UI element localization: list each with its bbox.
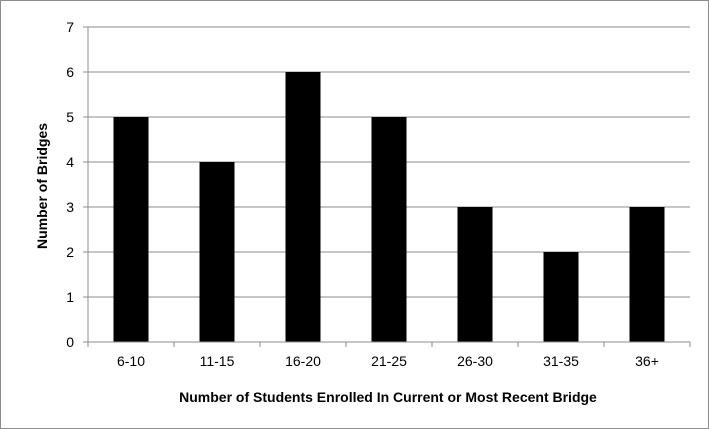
x-axis-title: Number of Students Enrolled In Current o… [179, 389, 597, 405]
y-tick-label: 5 [66, 109, 74, 125]
y-tick-label: 4 [66, 154, 74, 170]
x-tick-label: 36+ [635, 353, 659, 369]
y-tick-labels: 0 1 2 3 4 5 6 7 [66, 19, 74, 350]
bar-21-25 [371, 117, 407, 342]
bar-31-35 [543, 252, 579, 342]
x-tick-label: 16-20 [285, 353, 321, 369]
bar-26-30 [457, 207, 493, 342]
x-tick-label: 26-30 [457, 353, 493, 369]
y-tick-label: 0 [66, 334, 74, 350]
x-tick-label: 11-15 [200, 353, 235, 369]
y-tick-label: 7 [66, 19, 74, 35]
bar-6-10 [113, 117, 149, 342]
x-tick-labels: 6-10 11-15 16-20 21-25 26-30 31-35 36+ [117, 353, 659, 369]
y-tick-label: 6 [66, 64, 74, 80]
y-tick-label: 2 [66, 244, 74, 260]
axes [83, 26, 691, 347]
bar-16-20 [285, 72, 321, 342]
x-tick-label: 31-35 [543, 353, 579, 369]
y-tick-label: 3 [66, 199, 74, 215]
y-tick-label: 1 [66, 289, 74, 305]
x-tick-label: 6-10 [117, 353, 145, 369]
bar-11-15 [199, 162, 235, 342]
x-tick-label: 21-25 [371, 353, 407, 369]
bars [113, 72, 665, 342]
bar-36+ [629, 207, 665, 342]
y-axis-title: Number of Bridges [34, 123, 50, 249]
